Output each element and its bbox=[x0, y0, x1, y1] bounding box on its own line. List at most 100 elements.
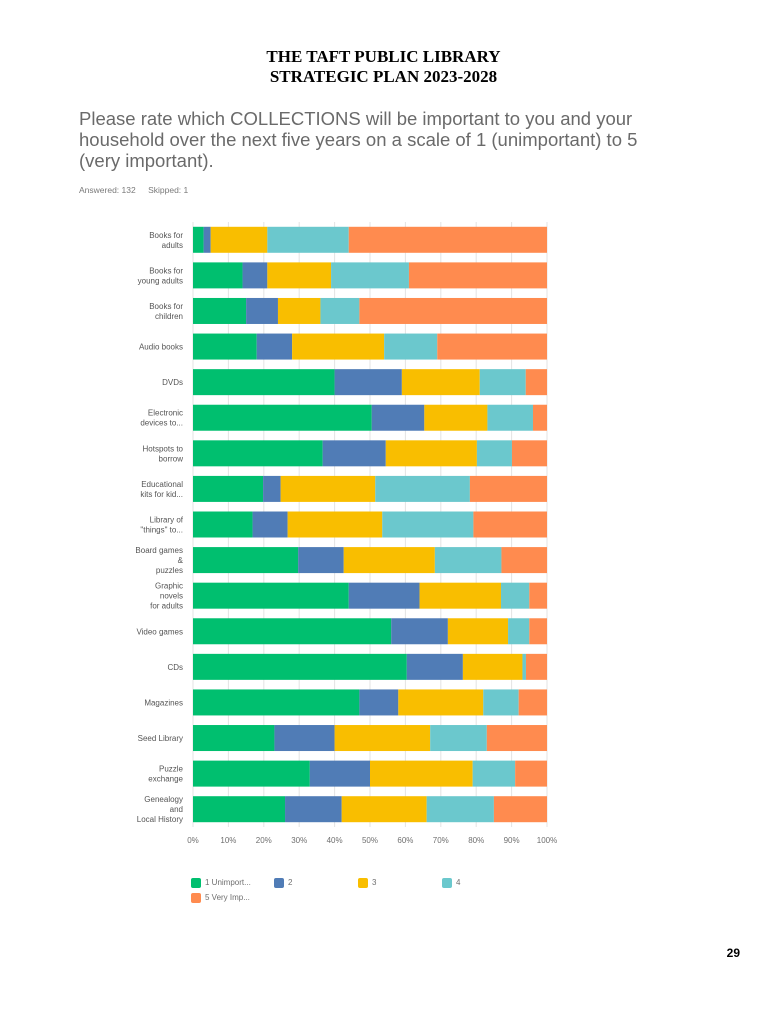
bar-segment bbox=[476, 440, 512, 467]
legend-label: 2 bbox=[288, 878, 293, 887]
bar-segment bbox=[472, 760, 516, 787]
category-label: Genealogy bbox=[144, 795, 183, 804]
bar-segment bbox=[242, 262, 268, 289]
bar-segment bbox=[401, 369, 480, 396]
legend-item: 3 bbox=[358, 878, 376, 888]
document-title-line2: STRATEGIC PLAN 2023-2028 bbox=[269, 67, 498, 86]
category-label: "things" to... bbox=[140, 526, 183, 535]
bar-segment bbox=[515, 760, 547, 787]
bar-segment bbox=[529, 618, 547, 645]
bar-segment bbox=[285, 796, 342, 823]
legend-swatch bbox=[358, 878, 368, 888]
bar-segment bbox=[384, 333, 438, 360]
legend-item: 5 Very Imp... bbox=[191, 893, 250, 903]
category-label: Hotspots to bbox=[143, 444, 184, 453]
category-label: exchange bbox=[148, 775, 183, 784]
skipped-count: Skipped: 1 bbox=[148, 185, 189, 195]
bar-segment bbox=[246, 297, 278, 324]
x-tick-label: 30% bbox=[291, 836, 307, 845]
x-tick-label: 40% bbox=[327, 836, 343, 845]
page-number: 29 bbox=[726, 946, 740, 960]
category-label: Books for bbox=[149, 302, 183, 311]
bar-segment bbox=[348, 582, 420, 609]
legend-label: 4 bbox=[456, 878, 461, 887]
bar-segment bbox=[532, 404, 547, 431]
bar-segment bbox=[529, 582, 547, 609]
category-label: Library of bbox=[150, 516, 184, 525]
category-label: Graphic bbox=[155, 582, 183, 591]
bar-segment bbox=[193, 760, 310, 787]
bar-segment bbox=[320, 297, 360, 324]
bar-segment bbox=[193, 511, 253, 538]
x-tick-label: 0% bbox=[187, 836, 199, 845]
bar-segment bbox=[193, 262, 243, 289]
bar-segment bbox=[193, 226, 204, 253]
bar-segment bbox=[193, 689, 360, 716]
category-label: for adults bbox=[150, 602, 183, 611]
x-tick-label: 100% bbox=[537, 836, 557, 845]
bar-segment bbox=[359, 689, 399, 716]
bar-segment bbox=[447, 618, 509, 645]
bar-segment bbox=[193, 796, 286, 823]
bar-segment bbox=[434, 547, 502, 574]
bar-segment bbox=[518, 689, 547, 716]
x-tick-label: 10% bbox=[220, 836, 236, 845]
category-label: Local History bbox=[137, 815, 183, 824]
bar-segment bbox=[203, 226, 211, 253]
category-label: puzzles bbox=[156, 566, 183, 575]
legend-swatch bbox=[191, 893, 201, 903]
category-label: Seed Library bbox=[138, 734, 183, 743]
bar-segment bbox=[408, 262, 547, 289]
bar-segment bbox=[511, 440, 547, 467]
bar-segment bbox=[348, 226, 547, 253]
category-label: Puzzle bbox=[159, 765, 184, 774]
bar-segment bbox=[483, 689, 519, 716]
bar-segment bbox=[267, 226, 349, 253]
bar-segment bbox=[525, 369, 547, 396]
bar-segment bbox=[359, 297, 547, 324]
category-label: kits for kid... bbox=[140, 490, 183, 499]
legend-label: 5 Very Imp... bbox=[205, 893, 250, 902]
bar-segment bbox=[385, 440, 477, 467]
bar-segment bbox=[193, 297, 247, 324]
bar-segment bbox=[193, 404, 372, 431]
bar-segment bbox=[426, 796, 494, 823]
bar-segment bbox=[424, 404, 488, 431]
bar-segment bbox=[487, 404, 533, 431]
bar-segment bbox=[341, 796, 427, 823]
answered-count: Answered: 132 bbox=[79, 185, 136, 195]
category-label: Audio books bbox=[139, 343, 183, 352]
bar-segment bbox=[500, 582, 530, 609]
bar-segment bbox=[382, 511, 474, 538]
bar-segment bbox=[322, 440, 386, 467]
bar-segment bbox=[193, 440, 323, 467]
bar-segment bbox=[280, 475, 376, 502]
bar-segment bbox=[419, 582, 501, 609]
category-label: Magazines bbox=[144, 698, 183, 707]
category-label: children bbox=[155, 312, 183, 321]
bar-segment bbox=[193, 547, 299, 574]
category-label: adults bbox=[162, 241, 183, 250]
bar-segment bbox=[493, 796, 547, 823]
bar-segment bbox=[398, 689, 484, 716]
category-label: Board games bbox=[135, 546, 183, 555]
category-label: and bbox=[170, 805, 183, 814]
bar-segment bbox=[334, 725, 431, 752]
bar-segment bbox=[430, 725, 487, 752]
bar-segment bbox=[267, 262, 332, 289]
bar-segment bbox=[193, 725, 275, 752]
category-label: novels bbox=[160, 592, 183, 601]
x-tick-label: 80% bbox=[468, 836, 484, 845]
category-label: Books for bbox=[149, 231, 183, 240]
bar-segment bbox=[370, 760, 473, 787]
category-label: Educational bbox=[141, 480, 183, 489]
bar-segment bbox=[473, 511, 547, 538]
category-label: CDs bbox=[167, 663, 183, 672]
legend-label: 1 Unimport... bbox=[205, 878, 251, 887]
bar-segment bbox=[193, 475, 264, 502]
bar-segment bbox=[287, 511, 383, 538]
bar-segment bbox=[508, 618, 530, 645]
legend-label: 3 bbox=[372, 878, 377, 887]
bar-segment bbox=[486, 725, 547, 752]
bar-segment bbox=[193, 369, 335, 396]
